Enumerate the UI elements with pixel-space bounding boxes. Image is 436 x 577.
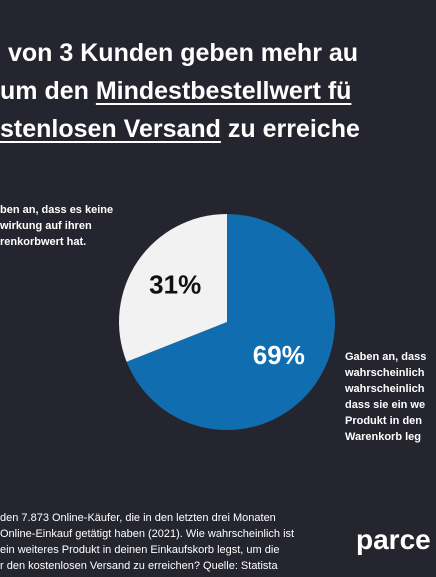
- source-line: ein weiteres Produkt in deinen Einkaufsk…: [0, 544, 280, 556]
- annotation-line: Warenkorb leg: [345, 431, 421, 443]
- pie-slice: [119, 214, 227, 362]
- annotation-line: wahrscheinlich: [345, 383, 425, 395]
- title: von 3 Kunden geben mehr au um den Mindest…: [0, 34, 436, 148]
- pie-slice: [126, 214, 336, 430]
- slice-label: 31%: [149, 270, 201, 300]
- source-line: Online-Einkauf getätigt haben (2021). Wi…: [0, 528, 295, 540]
- annotation-line: dass sie ein we: [345, 399, 426, 411]
- title-line: stenlosen Versand zu erreiche: [0, 110, 436, 148]
- title-text: Mindestbestellwert fü: [95, 77, 352, 105]
- annotation: Gaben an, dass wahrscheinlich wahrscheinli…: [345, 349, 426, 445]
- annotation: ben an, dass es keine wirkung auf ihren re…: [0, 202, 113, 250]
- title-text: zu erreiche: [220, 115, 360, 143]
- title-line: um den Mindestbestellwert fü: [0, 72, 436, 110]
- annotation-line: wirkung auf ihren: [0, 220, 92, 232]
- annotation-line: ben an, dass es keine: [0, 204, 114, 216]
- slice-label: 69%: [253, 340, 305, 370]
- title-text: stenlosen Versand: [0, 115, 221, 143]
- title-text: um den: [0, 77, 96, 105]
- source-line: den 7.873 Online-Käufer, die in den letz…: [0, 512, 276, 524]
- title-text: von 3 Kunden geben mehr au: [8, 39, 359, 67]
- annotation-line: renkorbwert hat.: [0, 236, 87, 248]
- title-line: von 3 Kunden geben mehr au: [0, 34, 436, 72]
- source-line: r den kostenlosen Versand zu erreichen? …: [0, 560, 278, 572]
- annotation-line: Gaben an, dass: [345, 351, 427, 363]
- annotation-line: wahrscheinlich: [345, 367, 425, 379]
- source: den 7.873 Online-Käufer, die in den letz…: [0, 510, 294, 574]
- brand-logo: parce: [356, 524, 431, 555]
- annotation-line: Produkt in den: [345, 415, 422, 427]
